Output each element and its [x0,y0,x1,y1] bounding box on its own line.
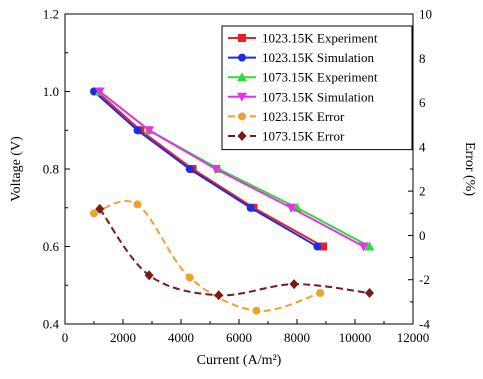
legend-label: 1073.15K Experiment [262,70,378,85]
legend-item: 1073.15K Error [228,129,345,144]
data-point [214,290,224,301]
legend: 1023.15K Experiment 1023.15K Simulation 10… [221,25,413,151]
data-point [133,126,142,135]
series-2 [90,87,322,251]
x-tick-label: 8000 [284,330,310,345]
y2-tick-label: 8 [419,51,426,66]
legend-item: 1073.15K Simulation [228,89,374,104]
data-point [365,288,374,298]
legend-item: 1023.15K Simulation [228,50,374,65]
data-point [286,203,297,213]
legend-marker [238,53,246,62]
y2-tick-label: -4 [419,317,430,332]
y2-tick-label: -2 [419,272,430,287]
x-tick-label: 6000 [226,330,252,345]
y2-tick-label: 2 [419,184,426,199]
data-point [358,242,369,252]
series-layer [90,86,375,315]
y-axis-title: Voltage (V) [9,136,24,202]
legend-item: 1073.15K Experiment [228,70,378,85]
x-tick-label: 2000 [110,330,136,345]
ticks-layer: 0 2000 4000 6000 8000 10000 12000 0.4 0.6 0.8 1.0 1… [43,7,432,346]
series-4 [94,87,369,252]
data-point [252,306,261,315]
legend-box [221,25,413,151]
data-point [133,200,142,209]
legend-marker [237,92,247,102]
legend-label: 1023.15K Error [262,109,345,124]
y2-tick-label: 10 [419,7,432,22]
x-tick-label: 10000 [339,330,372,345]
legend-marker [238,34,246,42]
legend-label: 1073.15K Error [262,129,345,144]
y2-axis-title: Error (%) [462,142,477,196]
y-tick-label: 1.0 [43,84,59,99]
legend-marker [238,112,246,121]
x-tick-label: 4000 [168,330,194,345]
y-tick-label: 0.6 [43,239,60,254]
x-axis-title: Current (A/m²) [197,353,282,368]
data-point [95,203,105,214]
data-point [210,165,221,174]
legend-marker [237,131,247,141]
legend-label: 1023.15K Experiment [262,31,378,46]
legend-marker [237,72,247,82]
data-point [144,270,154,281]
data-point [144,126,155,136]
data-point [313,242,322,251]
y2-tick-label: 0 [419,228,426,243]
data-point [246,203,255,212]
y-tick-label: 0.4 [43,317,60,332]
y2-tick-label: 6 [419,95,426,110]
legend-item: 1023.15K Error [228,109,345,124]
y2-tick-label: 4 [419,139,426,154]
data-point [185,273,194,282]
data-point [316,289,325,297]
legend-item: 1023.15K Experiment [228,31,378,46]
x-tick-label: 0 [62,330,69,345]
data-point [90,209,98,218]
data-point [364,241,375,251]
series-6 [95,203,374,301]
data-point [94,87,105,97]
legend-label: 1073.15K Simulation [262,89,374,104]
series-5 [90,200,325,315]
data-point [289,279,299,290]
legend-label: 1023.15K Simulation [262,50,374,65]
x-tick-label: 12000 [397,330,430,345]
data-point [185,165,194,173]
data-point [319,242,328,251]
y-tick-label: 1.2 [43,7,59,22]
y-tick-label: 0.8 [43,162,59,177]
